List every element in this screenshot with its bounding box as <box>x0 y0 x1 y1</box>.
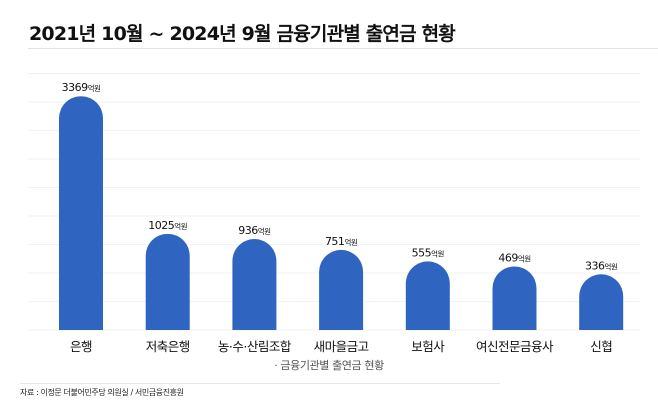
value-label: 1025억원 <box>148 219 187 232</box>
value-number: 555 <box>412 246 432 259</box>
value-number: 1025 <box>148 219 174 232</box>
value-unit: 억원 <box>258 227 271 236</box>
value-number: 936 <box>238 224 258 237</box>
value-label: 936억원 <box>238 224 271 237</box>
value-unit: 억원 <box>605 262 618 271</box>
category-label: 은행 <box>70 339 92 354</box>
bar <box>579 274 624 330</box>
source-divider <box>20 383 500 384</box>
bar <box>232 239 277 330</box>
x-axis-caption: · 금융기관별 출연금 현황 <box>274 359 384 372</box>
value-label: 336억원 <box>585 259 618 272</box>
value-number: 336 <box>585 259 605 272</box>
category-label: 저축은행 <box>146 339 190 354</box>
bar <box>319 249 364 330</box>
bar <box>492 266 537 330</box>
value-label: 469억원 <box>498 251 531 264</box>
category-label: 보험사 <box>411 339 445 354</box>
category-label: 새마을금고 <box>314 339 369 354</box>
value-label: 3369억원 <box>62 81 101 94</box>
value-number: 469 <box>498 251 518 264</box>
value-unit: 억원 <box>518 254 531 263</box>
chart-title: 2021년 10월 ~ 2024년 9월 금융기관별 출연금 현황 <box>29 23 456 45</box>
title-divider <box>28 48 658 49</box>
category-label: 농·수·산림조합 <box>218 339 292 354</box>
value-label: 751억원 <box>325 235 358 248</box>
value-unit: 억원 <box>431 249 444 258</box>
value-number: 3369 <box>62 81 88 94</box>
value-unit: 억원 <box>88 84 101 93</box>
source-note: 자료 : 이정문 더불어민주당 의원실 / 서민금융진흥원 <box>20 388 184 397</box>
value-unit: 억원 <box>344 238 357 247</box>
category-label: 여신전문금융사 <box>476 339 554 354</box>
value-unit: 억원 <box>174 222 187 231</box>
value-number: 751 <box>325 235 345 248</box>
bar <box>145 233 190 330</box>
category-label: 신협 <box>590 339 612 354</box>
bar <box>59 96 103 330</box>
bar <box>405 261 450 330</box>
value-label: 555억원 <box>412 246 445 259</box>
